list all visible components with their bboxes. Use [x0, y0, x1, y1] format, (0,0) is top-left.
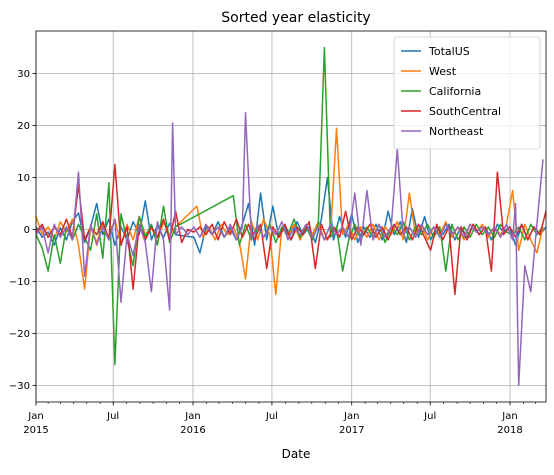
legend: TotalUS West California SouthCentral Northea…: [393, 36, 541, 150]
x-tick-label: Jan: [27, 411, 43, 422]
x-tick-year-label: 2016: [180, 425, 205, 436]
y-tick-label: −20: [9, 329, 30, 340]
y-tick-label: −10: [9, 277, 30, 288]
y-axis: −30 −20 −10 0 10 20 30: [9, 69, 36, 392]
x-tick-label: Jul: [106, 411, 119, 422]
legend-entry: West: [429, 65, 457, 78]
series-line-northeast: [36, 111, 544, 387]
legend-entry: California: [429, 85, 481, 98]
plot-frame: [35, 30, 547, 403]
legend-entry: SouthCentral: [429, 105, 501, 118]
y-tick-label: 0: [24, 225, 30, 236]
series-lines: [36, 46, 546, 387]
x-axis: Jan 2015 Jul Jan 2016 Jul Jan 2017 Jul Jan 2018: [23, 402, 536, 436]
x-tick-label: Jan: [501, 411, 517, 422]
x-tick-year-label: 2015: [23, 425, 48, 436]
x-axis-label: Date: [282, 447, 311, 461]
legend-entry: TotalUS: [428, 45, 470, 58]
x-tick-label: Jul: [423, 411, 436, 422]
legend-entry: Northeast: [429, 125, 484, 138]
chart-title: Sorted year elasticity: [221, 10, 370, 26]
series-line-southcentral: [36, 163, 546, 296]
y-tick-label: 20: [17, 121, 30, 132]
x-tick-year-label: 2018: [497, 425, 522, 436]
x-tick-label: Jul: [265, 411, 278, 422]
y-tick-label: 30: [17, 69, 30, 80]
grid: [35, 31, 546, 402]
legend-box: [393, 36, 541, 150]
y-tick-label: 10: [17, 173, 30, 184]
x-tick-label: Jan: [343, 411, 359, 422]
y-tick-label: −30: [9, 381, 30, 392]
x-tick-label: Jan: [184, 411, 200, 422]
x-tick-year-label: 2017: [339, 425, 364, 436]
